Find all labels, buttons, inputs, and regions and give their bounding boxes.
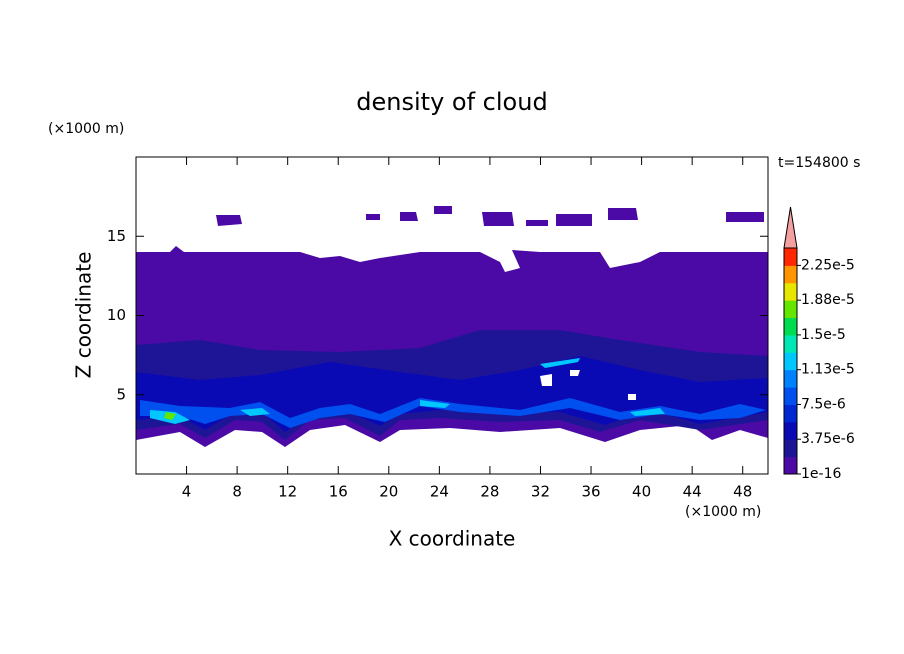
colorbar-tick-label: 3.75e-6: [801, 431, 855, 447]
y-tick-label: 10: [107, 306, 126, 324]
colorbar-tick-label: 1e-16: [801, 466, 841, 482]
x-tick-label: 28: [480, 483, 499, 501]
cloud-region: [216, 206, 764, 226]
colorbar-band: [784, 300, 797, 319]
colorbar-band: [784, 334, 797, 353]
y-axis-label: Z coordinate: [72, 252, 96, 379]
colorbar-band: [784, 404, 797, 423]
cloud-field: [136, 206, 768, 447]
x-tick-label: 32: [531, 483, 550, 501]
x-axis-label: X coordinate: [389, 527, 516, 551]
y-unit-label: (×1000 m): [48, 121, 124, 137]
x-tick-label: 44: [683, 483, 702, 501]
colorbar-tick-label: 7.5e-6: [801, 396, 846, 412]
x-tick-label: 4: [182, 483, 192, 501]
colorbar-band: [784, 317, 797, 336]
colorbar-band: [784, 352, 797, 371]
colorbar-band: [784, 369, 797, 388]
x-tick-label: 16: [329, 483, 348, 501]
cloud-region: [140, 398, 766, 428]
x-unit-label: (×1000 m): [685, 504, 761, 520]
colorbar-frame: [783, 247, 798, 475]
x-tick-label: 36: [581, 483, 600, 501]
x-tick-label: 8: [232, 483, 242, 501]
colorbar-band: [784, 265, 797, 284]
colorbar-band: [784, 456, 797, 475]
x-tick-label: 20: [379, 483, 398, 501]
time-label: t=154800 s: [778, 155, 860, 171]
x-tick-label: 40: [632, 483, 651, 501]
x-tick-label: 12: [278, 483, 297, 501]
colorbar-band: [784, 421, 797, 440]
colorbar-tick-label: 1.88e-5: [801, 292, 855, 308]
colorbar-tick-label: 1.5e-5: [801, 327, 846, 343]
colorbar-band: [784, 439, 797, 458]
x-tick-label: 48: [733, 483, 752, 501]
chart-title: density of cloud: [356, 88, 547, 116]
y-tick-label: 15: [107, 227, 126, 245]
colorbar-band: [784, 387, 797, 405]
y-tick-label: 5: [116, 385, 126, 403]
x-tick-label: 24: [430, 483, 449, 501]
colorbar-band: [784, 248, 797, 266]
cloud-region: [164, 412, 176, 420]
colorbar-tick-label: 2.25e-5: [801, 257, 855, 273]
colorbar-band: [784, 282, 797, 301]
colorbar-tick-label: 1.13e-5: [801, 362, 855, 378]
